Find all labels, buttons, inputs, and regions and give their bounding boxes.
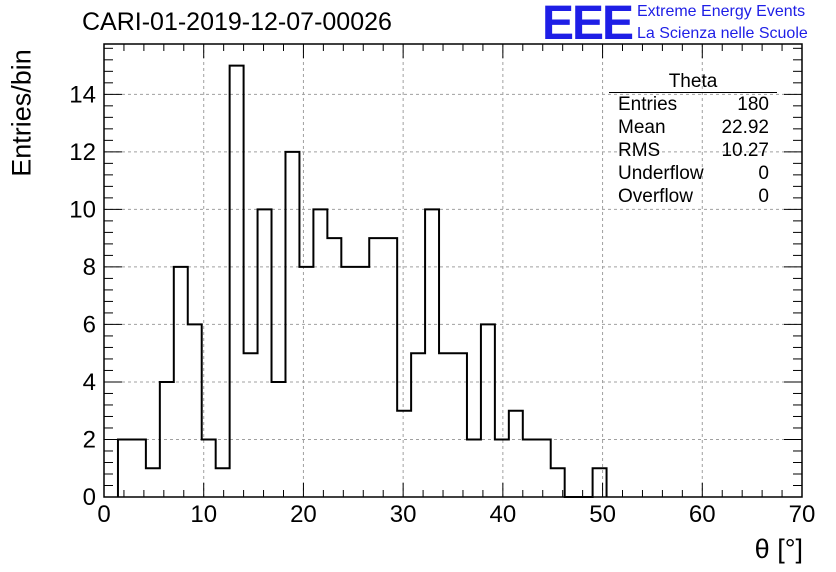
histogram-bin bbox=[188, 324, 202, 497]
stats-value: 22.92 bbox=[721, 117, 769, 138]
stats-label: Entries bbox=[618, 94, 678, 115]
histogram-bin bbox=[327, 238, 341, 497]
stats-value: 10.27 bbox=[721, 140, 769, 161]
x-tick-label: 40 bbox=[490, 501, 517, 528]
eee-logo: EEE bbox=[542, 0, 634, 50]
x-tick-label: 70 bbox=[789, 501, 816, 528]
histogram-bin bbox=[341, 267, 355, 497]
x-tick-label: 20 bbox=[290, 501, 317, 528]
stats-label: Overflow bbox=[618, 186, 693, 207]
stats-value: 180 bbox=[737, 94, 769, 115]
stats-row-mean: Mean 22.92 bbox=[609, 116, 777, 139]
stats-value: 0 bbox=[758, 163, 769, 184]
histogram-bin bbox=[146, 468, 160, 497]
x-tick-label: 60 bbox=[689, 501, 716, 528]
logo-caption-line2: La Scienza nelle Scuole bbox=[637, 25, 808, 42]
y-axis-label: Entries/bin bbox=[6, 49, 37, 177]
histogram-bin bbox=[369, 238, 383, 497]
y-tick-label: 4 bbox=[83, 369, 96, 396]
y-tick-label: 8 bbox=[83, 254, 96, 281]
chart-title: CARI-01-2019-12-07-00026 bbox=[82, 8, 392, 36]
histogram-bin bbox=[216, 468, 230, 497]
histogram-bin bbox=[313, 209, 327, 497]
y-tick-label: 14 bbox=[69, 81, 96, 108]
histogram-bin bbox=[132, 439, 146, 497]
histogram-bin bbox=[383, 238, 397, 497]
histogram-bin bbox=[467, 439, 481, 497]
y-tick-label: 6 bbox=[83, 311, 96, 338]
histogram-bin bbox=[411, 353, 425, 497]
stats-label: RMS bbox=[618, 140, 661, 161]
histogram-bin bbox=[523, 439, 537, 497]
plot-frame bbox=[103, 43, 803, 498]
histogram-bin bbox=[258, 209, 272, 497]
histogram-bin bbox=[425, 209, 439, 497]
histogram-bin bbox=[593, 468, 607, 497]
x-tick-label: 10 bbox=[190, 501, 217, 528]
histogram-bin bbox=[453, 353, 467, 497]
histogram-bin bbox=[439, 353, 453, 497]
x-axis-label: θ [°] bbox=[754, 534, 803, 564]
x-tick-label: 30 bbox=[390, 501, 417, 528]
histogram-bin bbox=[299, 267, 313, 497]
stats-label: Underflow bbox=[618, 163, 704, 184]
x-tick-label: 50 bbox=[589, 501, 616, 528]
stats-row-underflow: Underflow 0 bbox=[609, 162, 777, 185]
y-tick-label: 12 bbox=[69, 139, 96, 166]
x-tick-label: 0 bbox=[97, 501, 110, 528]
stats-box: Theta Entries 180 Mean 22.92 RMS 10.27 U… bbox=[609, 72, 777, 208]
histogram-outline bbox=[116, 64, 608, 498]
logo-caption-line1: Extreme Energy Events bbox=[637, 3, 806, 20]
histogram-bin bbox=[509, 411, 523, 497]
stats-row-overflow: Overflow 0 bbox=[609, 185, 777, 208]
histogram-bin bbox=[481, 324, 495, 497]
histogram-bin bbox=[244, 353, 258, 497]
stats-row-rms: RMS 10.27 bbox=[609, 139, 777, 162]
stats-value: 0 bbox=[758, 186, 769, 207]
y-tick-label: 10 bbox=[69, 196, 96, 223]
histogram-bin bbox=[495, 439, 509, 497]
histogram-bin bbox=[118, 439, 132, 497]
histogram-bin bbox=[397, 411, 411, 497]
y-tick-label: 0 bbox=[83, 484, 96, 511]
stats-label: Mean bbox=[618, 117, 666, 138]
stats-title: Theta bbox=[609, 72, 777, 93]
stats-row-entries: Entries 180 bbox=[609, 93, 777, 116]
histogram-bin bbox=[230, 66, 244, 497]
histogram-bin bbox=[537, 439, 551, 497]
y-tick-label: 2 bbox=[83, 426, 96, 453]
histogram-bin bbox=[174, 267, 188, 497]
